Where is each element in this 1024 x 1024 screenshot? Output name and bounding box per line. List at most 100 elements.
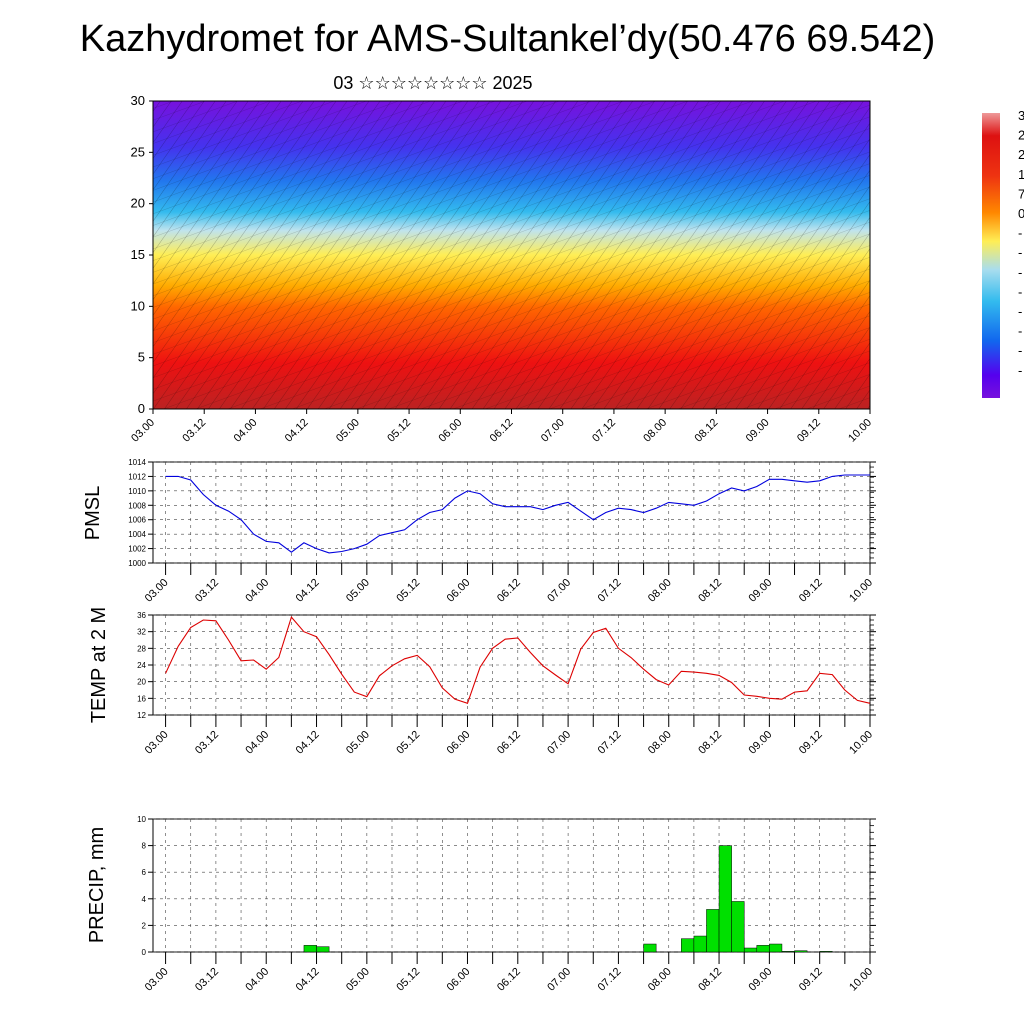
- x-tick-label: 05.12: [385, 417, 413, 445]
- x-tick-label: 05.00: [344, 729, 372, 757]
- x-tick-label: 05.00: [334, 417, 362, 445]
- x-tick-label: 08.12: [696, 729, 724, 757]
- colorbar: 3 2 2 1 7 0 - - - - - - - -: [982, 108, 1024, 398]
- x-tick-label: 09.00: [747, 966, 775, 994]
- x-tick-label: 08.12: [693, 417, 721, 445]
- colorbar-label: -: [1018, 324, 1022, 339]
- x-tick-label: 08.00: [646, 577, 674, 605]
- x-tick-label: 03.00: [143, 729, 171, 757]
- x-tick-label: 09.00: [744, 417, 772, 445]
- y-tick-label: 6: [142, 868, 147, 877]
- colorbar-label: 3: [1018, 108, 1024, 123]
- y-tick-label: 12: [137, 711, 146, 720]
- x-tick-label: 03.12: [193, 966, 221, 994]
- temp-panel: 12 16 20 24 28 32 36 03.00 03.12 04.00 04.12 05.00 0…: [88, 607, 876, 757]
- x-tick-label: 08.12: [696, 966, 724, 994]
- x-tick-label: 07.00: [545, 577, 573, 605]
- y-tick-label: 10: [131, 298, 145, 313]
- y-tick-label: 8: [142, 842, 147, 851]
- colorbar-label: 2: [1018, 147, 1024, 162]
- x-tick-label: 04.00: [243, 577, 271, 605]
- y-tick-label: 4: [142, 895, 147, 904]
- x-tick-label: 10.00: [847, 577, 875, 605]
- x-tick-label: 05.12: [394, 577, 422, 605]
- y-tick-label: 10: [137, 815, 146, 824]
- x-tick-label: 06.12: [495, 577, 523, 605]
- x-tick-label: 04.00: [243, 729, 271, 757]
- colorbar-label: 2: [1018, 128, 1024, 143]
- x-tick-label: 08.00: [641, 417, 669, 445]
- temp-ylabel: TEMP at 2 M: [88, 607, 110, 723]
- x-tick-label: 04.12: [294, 966, 322, 994]
- y-tick-label: 32: [137, 628, 146, 637]
- cross-section-y-axis: 0 5 10 15 20 25 30: [131, 93, 153, 416]
- y-tick-label: 1014: [128, 458, 146, 467]
- colorbar-label: -: [1018, 265, 1022, 280]
- x-tick-label: 05.00: [344, 577, 372, 605]
- precip-bar: [718, 845, 732, 953]
- x-tick-label: 07.00: [545, 966, 573, 994]
- precip-bar: [819, 951, 833, 953]
- colorbar-label: -: [1018, 363, 1022, 378]
- colorbar-label: 1: [1018, 167, 1024, 182]
- pmsl-panel: 1000 1002 1004 1006 1008 1010 1012 1014 03.00 03.…: [82, 458, 876, 605]
- x-tick-label: 03.12: [180, 417, 208, 445]
- x-tick-label: 09.12: [797, 966, 825, 994]
- colorbar-gradient: [982, 113, 1000, 398]
- pmsl-series-line: [165, 474, 870, 554]
- x-tick-label: 06.12: [488, 417, 516, 445]
- pmsl-ylabel: PMSL: [82, 486, 104, 540]
- colorbar-label: 7: [1018, 186, 1024, 201]
- y-tick-label: 1008: [128, 501, 146, 510]
- x-tick-label: 03.12: [193, 729, 221, 757]
- precip-bar: [643, 943, 657, 953]
- y-tick-label: 36: [137, 611, 146, 620]
- x-tick-label: 05.00: [344, 966, 372, 994]
- precip-bar: [794, 950, 808, 953]
- y-tick-label: 24: [137, 661, 146, 670]
- precip-bar: [316, 946, 330, 953]
- x-tick-label: 04.12: [294, 729, 322, 757]
- y-tick-label: 30: [131, 93, 145, 108]
- x-tick-label: 10.00: [847, 966, 875, 994]
- x-tick-label: 04.00: [243, 966, 271, 994]
- chart-title: Kazhydromet for AMS-Sultankel’dy(50.476 …: [79, 18, 936, 60]
- x-tick-label: 07.12: [596, 966, 624, 994]
- cross-section-panel: 0 5 10 15 20 25 30 03.00 03.12 04.00 04.12 05.00 05…: [129, 93, 874, 445]
- precip-bar: [303, 945, 317, 953]
- y-tick-label: 5: [138, 350, 145, 365]
- precip-bar: [756, 945, 770, 953]
- x-tick-label: 09.00: [747, 577, 775, 605]
- y-tick-label: 1002: [128, 545, 146, 554]
- precip-frame: [152, 818, 871, 953]
- colorbar-label: -: [1018, 343, 1022, 358]
- precip-bar: [743, 947, 758, 953]
- y-tick-label: 20: [137, 678, 146, 687]
- x-tick-label: 03.00: [143, 577, 171, 605]
- y-tick-label: 1000: [128, 559, 146, 568]
- y-tick-label: 25: [131, 144, 145, 159]
- x-tick-label: 10.00: [846, 417, 874, 445]
- x-tick-label: 05.12: [394, 729, 422, 757]
- precip-bar: [706, 909, 720, 953]
- x-tick-label: 07.12: [596, 577, 624, 605]
- colorbar-label: -: [1018, 304, 1022, 319]
- x-tick-label: 09.00: [747, 729, 775, 757]
- y-tick-label: 20: [131, 196, 145, 211]
- x-tick-label: 06.00: [445, 729, 473, 757]
- precip-bar: [731, 901, 745, 953]
- precip-bar: [781, 951, 795, 953]
- colorbar-label: -: [1018, 245, 1022, 260]
- x-tick-label: 10.00: [847, 729, 875, 757]
- precip-bar: [769, 943, 783, 953]
- x-tick-label: 07.12: [596, 729, 624, 757]
- y-tick-label: 1010: [128, 487, 146, 496]
- x-tick-label: 07.00: [539, 417, 567, 445]
- colorbar-labels: 3 2 2 1 7 0 - - - - - - - -: [1018, 108, 1024, 378]
- x-tick-label: 08.00: [646, 729, 674, 757]
- colorbar-label: 0: [1018, 206, 1024, 221]
- x-tick-label: 07.12: [590, 417, 618, 445]
- x-tick-label: 03.00: [129, 417, 157, 445]
- y-tick-label: 1006: [128, 516, 146, 525]
- y-tick-label: 16: [137, 694, 146, 703]
